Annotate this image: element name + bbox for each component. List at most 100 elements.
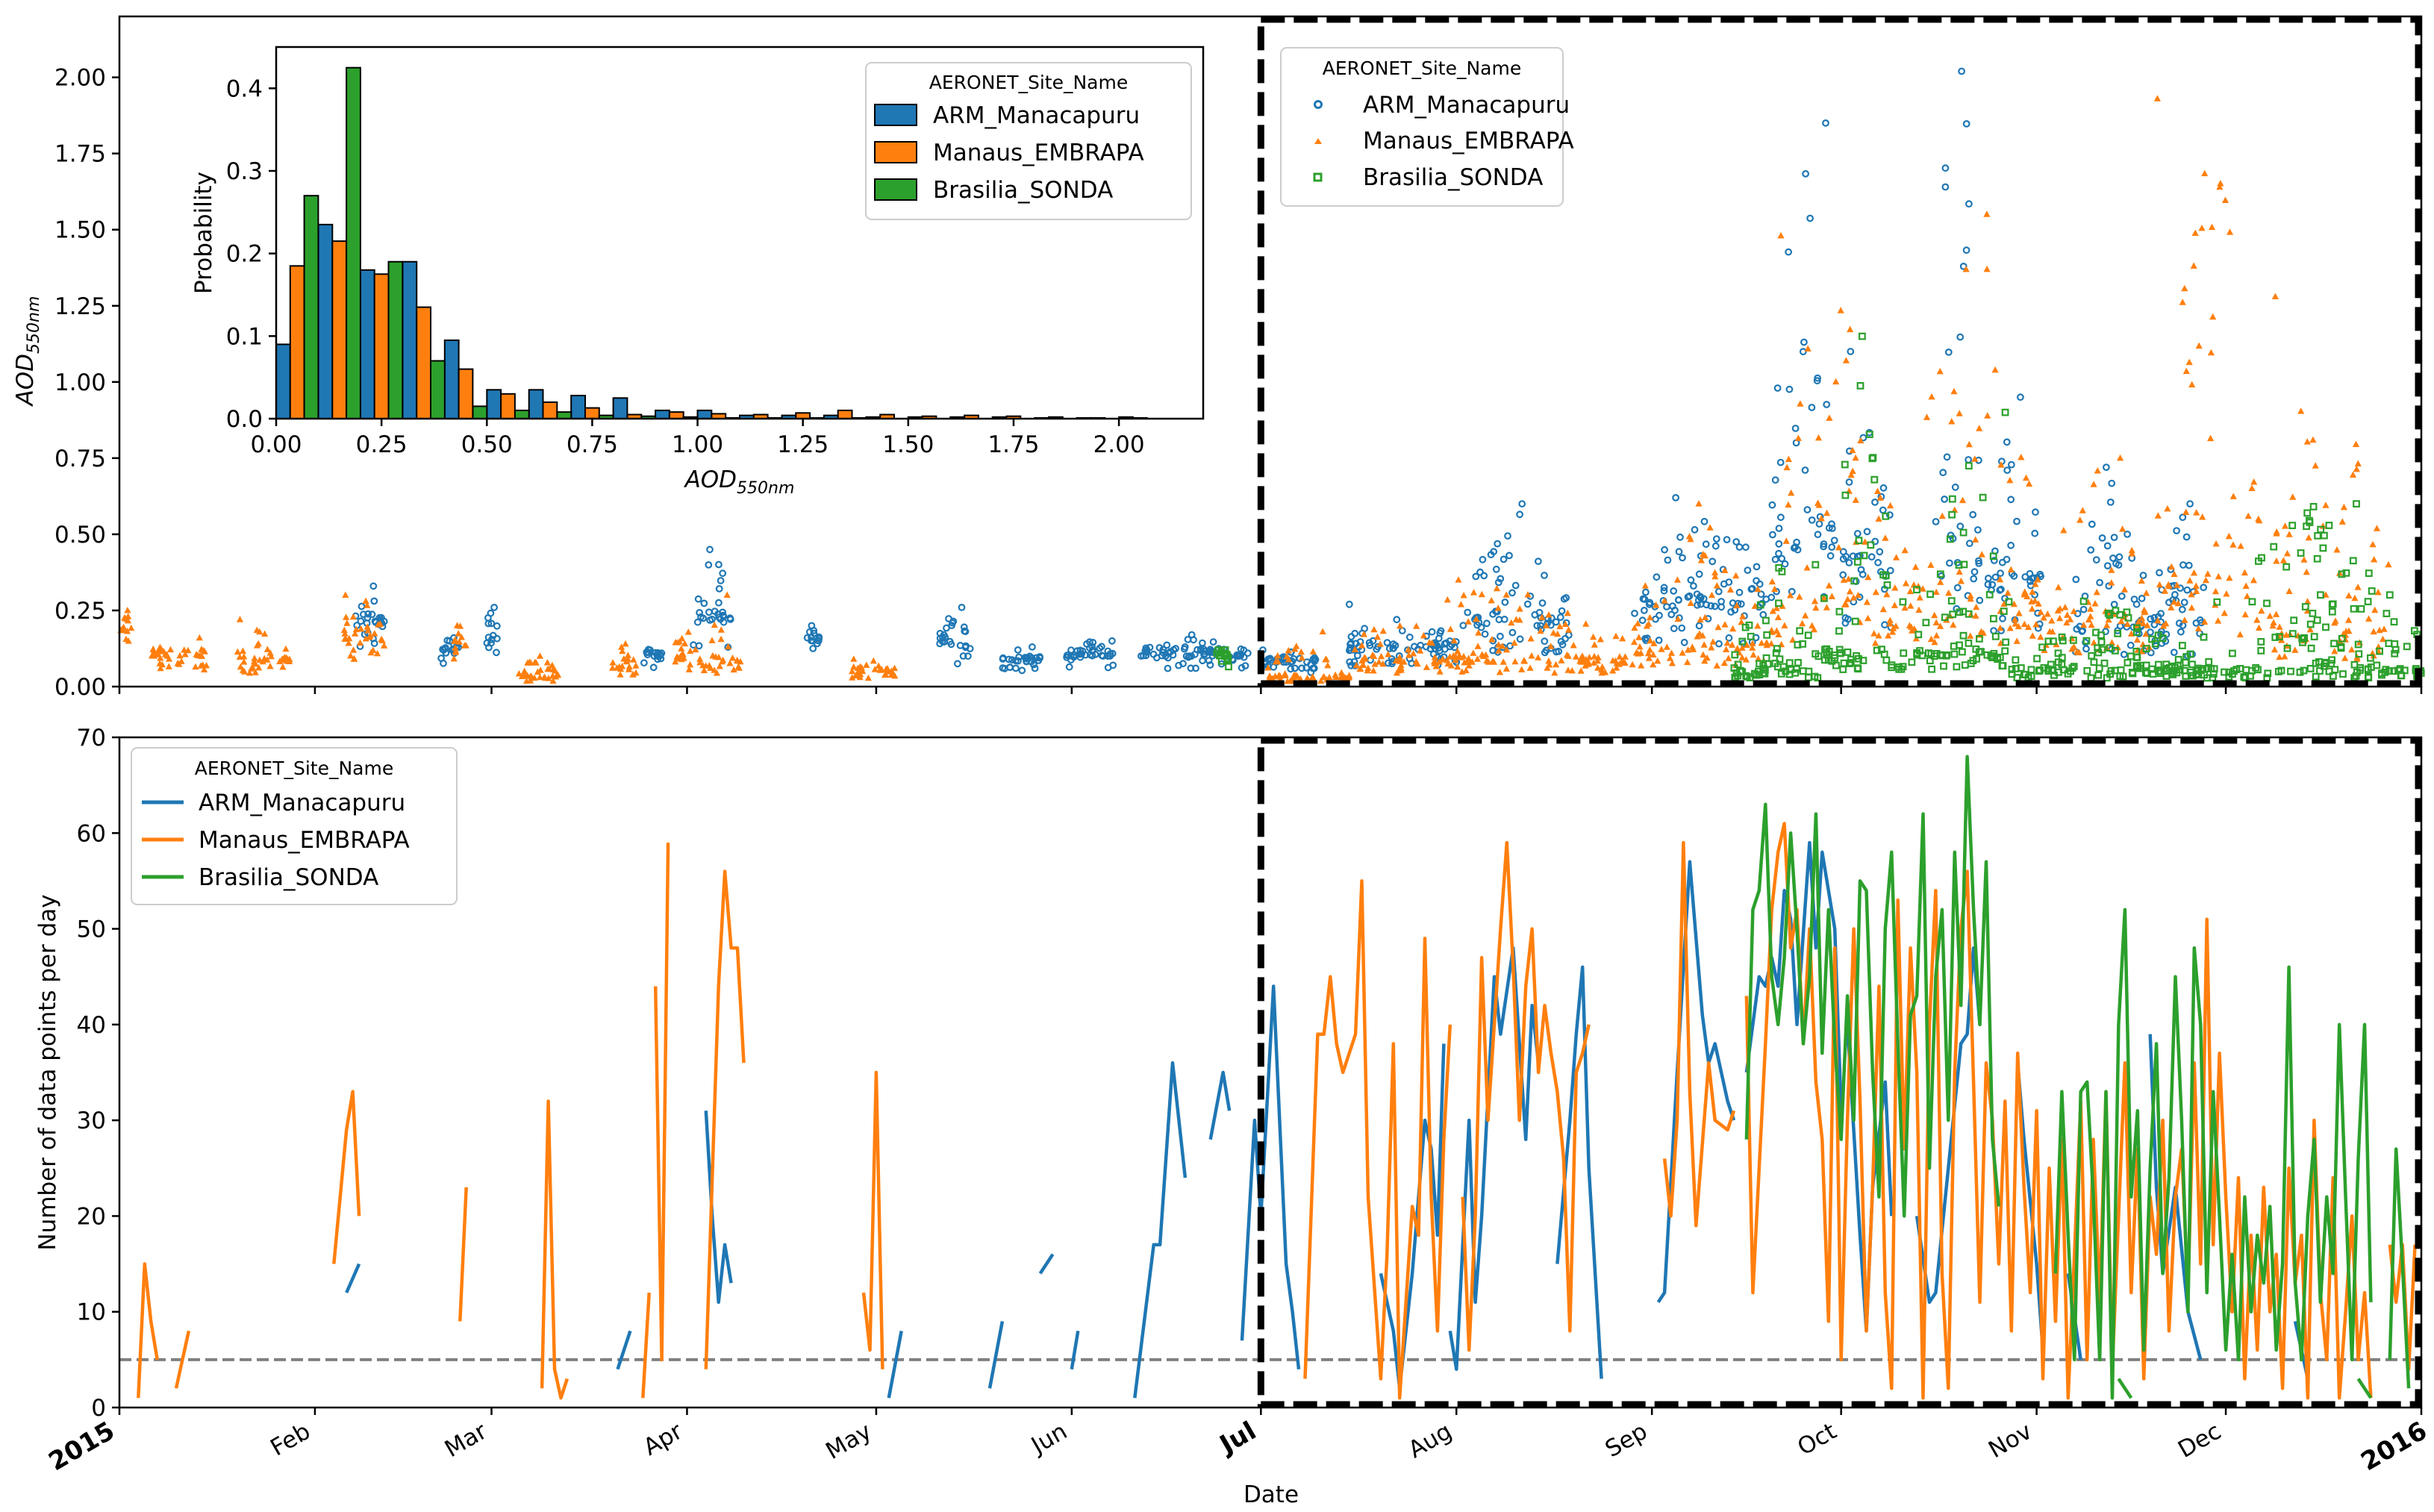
data-point-manaus — [1850, 594, 1857, 601]
data-point-manaus — [2056, 605, 2064, 612]
data-point-brasilia — [1942, 652, 1950, 660]
data-point-brasilia — [2321, 662, 2328, 670]
data-point-arm — [2031, 591, 2039, 599]
data-point-manaus — [2229, 493, 2237, 499]
data-point-manaus — [2333, 546, 2341, 553]
data-point-manaus — [2154, 616, 2162, 624]
data-point-arm — [1393, 616, 1401, 624]
data-point-brasilia — [2339, 670, 2347, 678]
data-point-arm — [1206, 661, 1214, 669]
data-point-arm — [1808, 516, 1816, 524]
data-point-manaus — [1965, 440, 1973, 448]
data-point-manaus — [1773, 605, 1780, 611]
data-point-brasilia — [2141, 669, 2150, 677]
data-point-arm — [1511, 581, 1520, 590]
data-point-brasilia — [2094, 644, 2102, 652]
data-point-manaus — [1502, 665, 1510, 672]
top-legend-title: AERONET_Site_Name — [1323, 57, 1521, 79]
data-point-manaus — [1661, 597, 1668, 604]
count-line-arm — [1208, 1070, 1232, 1140]
histogram-bar-arm — [570, 395, 587, 419]
data-point-manaus — [1645, 655, 1653, 661]
data-point-arm — [1886, 566, 1894, 575]
data-point-manaus — [1774, 613, 1782, 620]
data-point-manaus — [2154, 512, 2162, 519]
data-point-arm — [1024, 654, 1032, 662]
data-point-manaus — [456, 622, 464, 629]
data-point-brasilia — [2213, 598, 2221, 606]
data-point-manaus — [687, 647, 694, 655]
data-point-brasilia — [2107, 666, 2115, 675]
data-point-manaus — [125, 637, 132, 644]
data-point-arm — [1032, 654, 1040, 662]
data-point-manaus — [362, 635, 369, 642]
data-point-manaus — [1771, 585, 1779, 593]
data-point-arm — [1108, 637, 1116, 645]
data-point-manaus — [1553, 660, 1560, 668]
data-point-brasilia — [1991, 632, 2000, 640]
data-point-brasilia — [2306, 664, 2315, 672]
data-point-arm — [443, 637, 452, 645]
data-point-manaus — [2164, 504, 2171, 512]
data-point-manaus — [1457, 601, 1464, 607]
data-point-brasilia — [1953, 663, 1961, 671]
data-point-manaus — [1572, 653, 1580, 660]
data-point-manaus — [1591, 652, 1598, 660]
data-point-brasilia — [1775, 599, 1782, 607]
histogram-bar-arm — [359, 269, 375, 419]
data-point-manaus — [2080, 621, 2088, 628]
data-point-manaus — [553, 671, 561, 678]
data-point-brasilia — [1225, 663, 1232, 671]
data-point-brasilia — [2315, 657, 2323, 666]
data-point-manaus — [1551, 669, 1558, 676]
data-point-arm — [1776, 458, 1785, 466]
data-point-brasilia — [1928, 665, 1936, 673]
data-point-manaus — [1708, 591, 1716, 599]
data-point-manaus — [1847, 325, 1854, 333]
data-point-manaus — [1601, 669, 1609, 675]
histogram-legend-box — [865, 62, 1192, 220]
data-point-arm — [1640, 607, 1648, 614]
data-point-arm — [1806, 214, 1814, 222]
data-point-brasilia — [2365, 672, 2372, 681]
data-point-manaus — [1845, 575, 1853, 582]
data-point-arm — [2139, 572, 2147, 579]
data-point-manaus — [1547, 643, 1555, 649]
data-point-brasilia — [1869, 454, 1877, 462]
data-point-arm — [1175, 661, 1182, 669]
data-point-manaus — [1893, 554, 1900, 560]
data-point-manaus — [350, 655, 358, 662]
data-point-manaus — [1823, 604, 1830, 610]
data-point-manaus — [2223, 590, 2230, 597]
data-point-brasilia — [2283, 644, 2291, 652]
data-point-manaus — [2354, 460, 2362, 466]
count-line-arm — [1070, 1331, 1080, 1370]
data-point-arm — [1956, 333, 1965, 341]
data-point-manaus — [1956, 410, 1963, 416]
data-point-brasilia — [2352, 672, 2360, 680]
data-point-manaus — [1493, 584, 1501, 592]
data-point-brasilia — [1738, 668, 1747, 675]
histogram-legend-label-manaus: Manaus_EMBRAPA — [933, 140, 1144, 166]
data-point-arm — [1155, 644, 1164, 652]
data-point-manaus — [2244, 512, 2252, 519]
data-point-manaus — [1582, 620, 1590, 627]
data-point-manaus — [1396, 654, 1403, 660]
data-point-manaus — [1767, 640, 1775, 647]
data-point-arm — [1781, 560, 1789, 568]
data-point-brasilia — [1741, 623, 1750, 631]
data-point-arm — [2186, 500, 2194, 507]
data-point-manaus — [2138, 648, 2146, 655]
histogram-bar-manaus — [584, 407, 600, 419]
data-point-manaus — [1546, 661, 1553, 668]
data-point-manaus — [1931, 638, 1938, 646]
histogram-x-tick-label: 1.25 — [777, 431, 829, 458]
data-point-arm — [1404, 646, 1411, 654]
data-point-arm — [1388, 660, 1396, 668]
data-point-manaus — [452, 644, 459, 651]
data-point-arm — [1533, 622, 1541, 630]
data-point-manaus — [1711, 572, 1719, 580]
data-point-manaus — [1616, 653, 1623, 660]
data-point-brasilia — [2005, 598, 2013, 606]
